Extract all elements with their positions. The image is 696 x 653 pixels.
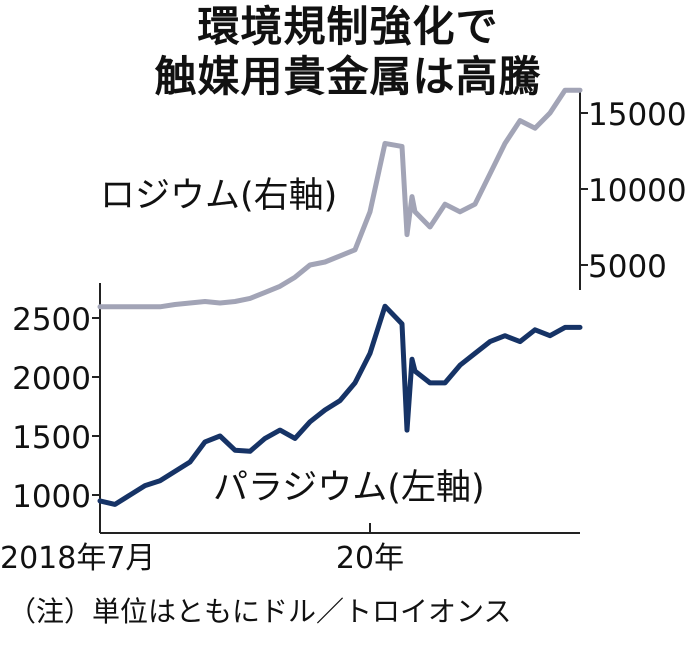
rhodium-series-label: ロジウム(右軸): [100, 176, 337, 216]
left-axis-tick-label: 1000: [12, 479, 91, 515]
x-axis-tick-label: 2018年7月: [0, 541, 155, 576]
right-axis-tick-label: 15000: [588, 97, 687, 133]
units-note: （注）単位はともにドル／トロイオンス: [8, 595, 512, 628]
rhodium-series-line: [97, 87, 583, 310]
palladium-series-line: [97, 303, 583, 507]
palladium-series-label: パラジウム(左軸): [213, 468, 485, 508]
chart-title-line-1: 環境規制強化で: [197, 2, 499, 51]
left-axis-tick-label: 2000: [12, 361, 91, 397]
right-axis-tick-label: 10000: [588, 173, 687, 209]
x-axis-tick-label: 20年: [336, 541, 404, 576]
left-axis-tick-label: 2500: [12, 302, 91, 338]
right-axis-tick-label: 5000: [588, 249, 667, 285]
chart-title-line-2: 触媒用貴金属は高騰: [154, 52, 542, 101]
left-axis-tick-label: 1500: [12, 420, 91, 456]
